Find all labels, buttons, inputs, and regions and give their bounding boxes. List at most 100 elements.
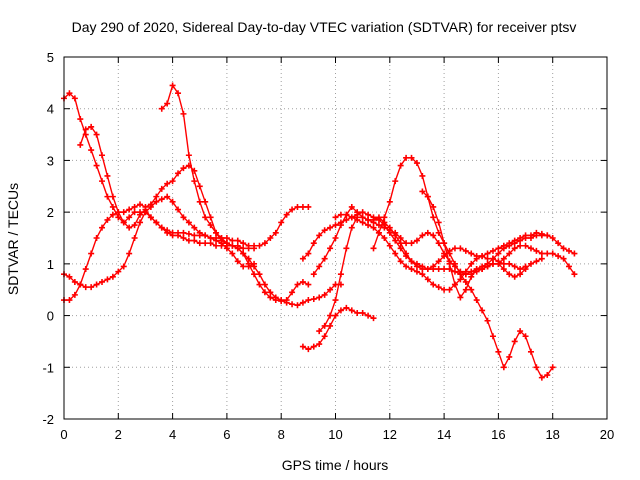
- data-point: [500, 242, 507, 249]
- data-point: [424, 229, 431, 236]
- data-point: [435, 258, 442, 265]
- data-point: [213, 229, 220, 236]
- data-point: [283, 211, 290, 218]
- data-point: [565, 263, 572, 270]
- data-point: [413, 263, 420, 270]
- data-point: [381, 224, 388, 231]
- data-point: [99, 278, 106, 285]
- data-point: [359, 209, 366, 216]
- data-point: [517, 328, 524, 335]
- data-point: [484, 263, 491, 270]
- data-point: [408, 154, 415, 161]
- data-point: [305, 297, 312, 304]
- data-point: [413, 160, 420, 167]
- data-point: [430, 214, 437, 221]
- data-point: [479, 266, 486, 273]
- data-point: [538, 230, 545, 237]
- data-point: [180, 110, 187, 117]
- data-point: [104, 172, 111, 179]
- data-point: [93, 162, 100, 169]
- data-point: [538, 250, 545, 257]
- data-point: [343, 304, 350, 311]
- data-point: [191, 178, 198, 185]
- data-point: [77, 141, 84, 148]
- data-point: [359, 309, 366, 316]
- ticks: [63, 56, 608, 420]
- data-point: [229, 237, 236, 244]
- data-point: [261, 281, 268, 288]
- data-point: [185, 219, 192, 226]
- data-point: [88, 250, 95, 257]
- data-point: [196, 240, 203, 247]
- data-point: [88, 284, 95, 291]
- data-point: [131, 203, 138, 210]
- data-point: [88, 123, 95, 130]
- data-point: [495, 245, 502, 252]
- data-point: [169, 232, 176, 239]
- data-point: [126, 206, 133, 213]
- data-point: [299, 343, 306, 350]
- data-point: [354, 309, 361, 316]
- data-point: [229, 250, 236, 257]
- data-point: [272, 229, 279, 236]
- data-point: [153, 219, 160, 226]
- data-point: [191, 237, 198, 244]
- data-point: [375, 214, 382, 221]
- data-point: [555, 253, 562, 260]
- data-point: [99, 178, 106, 185]
- data-point: [299, 299, 306, 306]
- data-point: [489, 255, 496, 262]
- data-point: [354, 216, 361, 223]
- y-tick-label: 5: [47, 50, 54, 65]
- data-point: [506, 271, 513, 278]
- data-point: [430, 232, 437, 239]
- data-point: [457, 294, 464, 301]
- data-point: [169, 82, 176, 89]
- data-point: [245, 245, 252, 252]
- data-point: [457, 245, 464, 252]
- data-point: [305, 203, 312, 210]
- data-point: [370, 219, 377, 226]
- data-point: [430, 281, 437, 288]
- data-point: [294, 281, 301, 288]
- data-point: [484, 250, 491, 257]
- data-point: [93, 131, 100, 138]
- x-axis-label: GPS time / hours: [282, 457, 389, 473]
- data-point: [158, 196, 165, 203]
- data-point: [571, 271, 578, 278]
- data-point: [240, 240, 247, 247]
- data-point: [479, 253, 486, 260]
- x-tick-label: 18: [545, 427, 559, 442]
- data-point: [365, 312, 372, 319]
- data-point: [403, 154, 410, 161]
- data-point: [403, 263, 410, 270]
- data-point: [305, 281, 312, 288]
- data-point: [137, 201, 144, 208]
- data-point: [196, 229, 203, 236]
- data-point: [495, 250, 502, 257]
- data-point: [71, 278, 78, 285]
- data-point: [527, 348, 534, 355]
- data-point: [321, 322, 328, 329]
- data-point: [397, 235, 404, 241]
- data-point: [158, 224, 165, 231]
- data-point: [207, 214, 214, 221]
- data-point: [245, 263, 252, 270]
- data-point: [468, 260, 475, 267]
- data-point: [544, 250, 551, 257]
- data-point: [544, 232, 551, 239]
- data-point: [337, 271, 344, 278]
- data-point: [370, 315, 377, 322]
- data-point: [533, 364, 540, 371]
- data-point: [337, 222, 344, 229]
- data-point: [473, 255, 480, 262]
- data-point: [571, 250, 578, 257]
- data-point: [511, 263, 518, 270]
- data-point: [327, 312, 334, 319]
- data-point: [348, 203, 355, 210]
- data-point: [408, 266, 415, 273]
- data-point: [82, 266, 89, 273]
- y-tick-label: 3: [47, 153, 54, 168]
- data-point: [332, 312, 339, 319]
- data-point: [506, 240, 513, 247]
